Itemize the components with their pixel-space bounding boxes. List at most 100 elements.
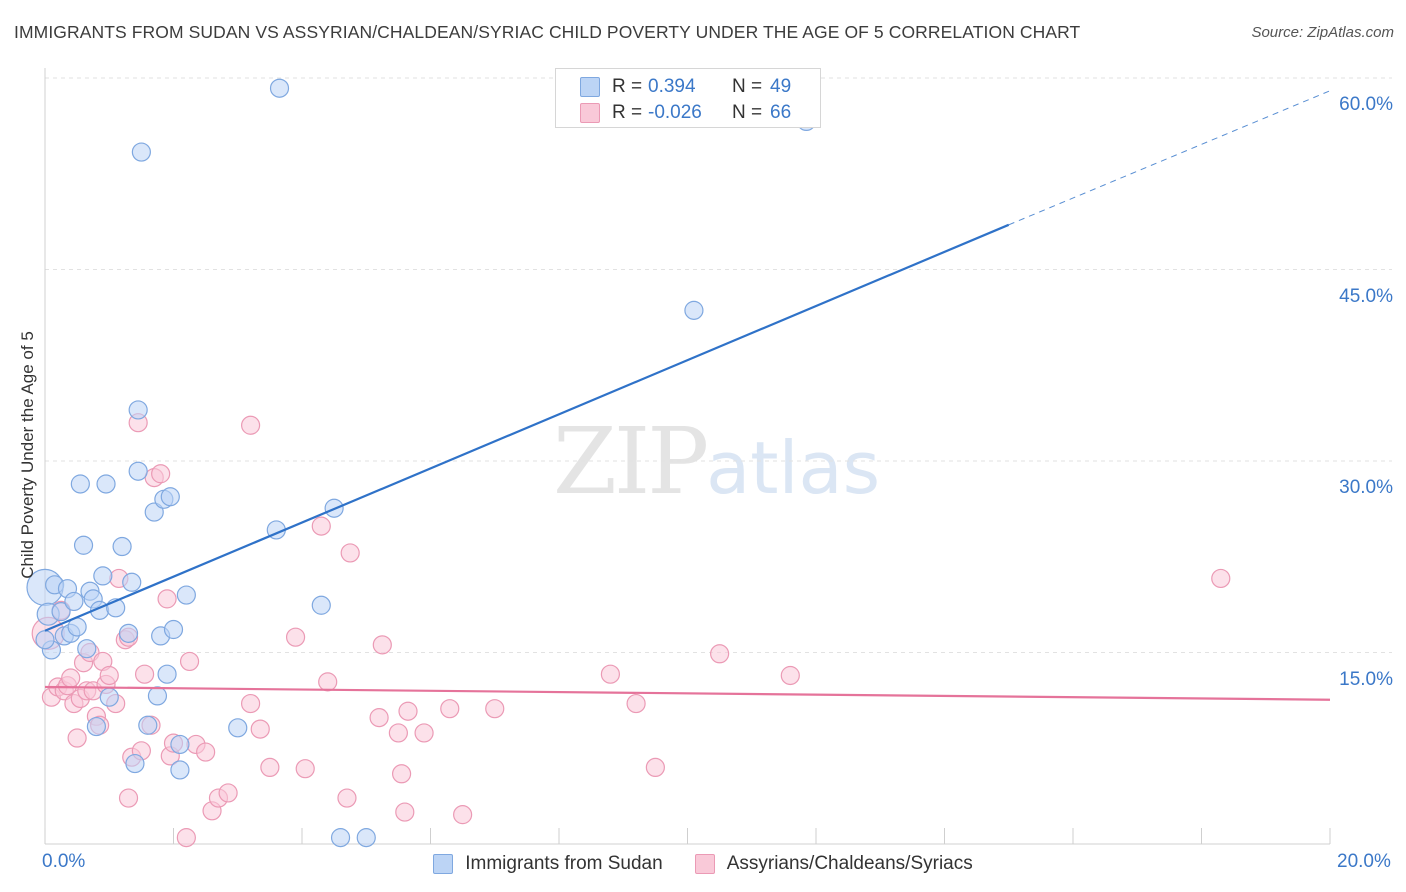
assyrians-point: [337, 788, 357, 808]
sudan-point: [70, 474, 90, 494]
sudan-point: [170, 760, 190, 780]
sudan-point: [176, 585, 196, 605]
legend-r-label: R =: [612, 102, 643, 123]
legend-n-label: N =: [732, 102, 763, 123]
assyrians-point: [388, 723, 408, 743]
assyrians-point: [340, 543, 360, 563]
sudan-trend-extension: [1008, 90, 1331, 226]
legend-item-assyrians: Assyrians/Chaldeans/Syriacs: [694, 853, 973, 875]
assyrians-point: [318, 672, 338, 692]
assyrians-point: [285, 627, 306, 647]
assyrians-point: [151, 464, 171, 484]
assyrians-point: [710, 644, 730, 664]
assyrians-point: [398, 701, 418, 721]
watermark: ZIPatlas: [553, 408, 880, 515]
assyrians-point: [626, 693, 646, 714]
assyrians-point: [1211, 568, 1231, 589]
sudan-point: [170, 734, 190, 755]
sudan-trend-line: [44, 223, 1010, 632]
legend-swatch-blue: [433, 854, 454, 874]
assyrians-point: [645, 757, 665, 778]
legend-n-value: 49: [770, 76, 792, 97]
y-tick-label: 15.0%: [1339, 668, 1393, 690]
sudan-point: [160, 487, 180, 507]
legend-n-value: 66: [770, 102, 792, 123]
legend-item-sudan: Immigrants from Sudan: [433, 853, 663, 875]
assyrians-point: [61, 668, 81, 688]
assyrians-point: [391, 764, 412, 784]
y-tick-label: 45.0%: [1339, 285, 1393, 307]
sudan-point: [96, 474, 116, 494]
assyrians-point: [250, 719, 270, 739]
series-assyrians-points: [31, 413, 1231, 848]
assyrians-point: [241, 415, 261, 435]
assyrians-trend-line: [44, 685, 1331, 701]
legend-swatch-pink: [694, 854, 715, 874]
legend-row-sudan: R = 0.394 N = 49: [580, 75, 791, 99]
sudan-point: [356, 828, 376, 848]
assyrians-point: [196, 742, 216, 762]
sudan-point: [77, 639, 97, 659]
assyrians-point: [157, 589, 177, 609]
legend-swatch-blue: [580, 77, 600, 97]
legend-label-sudan: Immigrants from Sudan: [465, 853, 663, 874]
assyrians-point: [218, 783, 238, 803]
assyrians-point: [311, 516, 331, 536]
assyrians-point: [67, 728, 87, 748]
sudan-point: [138, 715, 158, 735]
assyrians-point: [241, 693, 261, 714]
watermark-atlas: atlas: [706, 426, 881, 510]
assyrians-point: [176, 828, 196, 848]
assyrians-point: [453, 805, 473, 825]
source-credit: Source: ZipAtlas.com: [1251, 24, 1394, 41]
legend-row-assyrians: R = -0.026 N = 66: [580, 101, 791, 125]
y-tick-label: 30.0%: [1339, 477, 1393, 498]
x-tick-label-max: 20.0%: [1337, 851, 1391, 872]
series-sudan-points: [26, 78, 816, 848]
sudan-point: [128, 461, 148, 481]
y-axis-label: Child Poverty Under the Age of 5: [18, 331, 37, 579]
sudan-point: [684, 300, 704, 320]
legend-r-label: R =: [612, 76, 643, 97]
assyrians-point: [485, 699, 505, 719]
sudan-point: [35, 630, 55, 650]
assyrians-point: [295, 759, 315, 779]
correlation-legend: R = 0.394 N = 49 R = -0.026 N = 66: [555, 68, 821, 128]
sudan-point: [118, 623, 139, 643]
legend-label-assyrians: Assyrians/Chaldeans/Syriacs: [726, 853, 973, 874]
sudan-point: [131, 142, 151, 162]
trend-lines: [44, 90, 1331, 701]
sudan-point: [330, 828, 351, 848]
chart-title: IMMIGRANTS FROM SUDAN VS ASSYRIAN/CHALDE…: [14, 22, 1081, 42]
assyrians-point: [414, 723, 434, 743]
sudan-point: [93, 566, 113, 586]
sudan-point: [128, 400, 148, 420]
legend-n-label: N =: [732, 76, 763, 97]
assyrians-point: [99, 665, 119, 686]
sudan-point: [112, 536, 132, 557]
sudan-point: [228, 718, 248, 738]
assyrians-point: [260, 757, 280, 778]
assyrians-point: [600, 664, 621, 684]
sudan-point: [163, 619, 184, 640]
sudan-point: [73, 535, 94, 555]
legend-swatch-pink: [580, 103, 600, 123]
sudan-point: [144, 502, 164, 522]
sudan-point: [51, 602, 71, 622]
assyrians-point: [134, 664, 155, 684]
sudan-point: [122, 572, 142, 592]
assyrians-point: [369, 708, 389, 728]
legend-r-value: -0.026: [648, 102, 702, 123]
sudan-point: [64, 591, 84, 612]
sudan-point: [311, 595, 331, 615]
assyrians-point: [780, 665, 800, 686]
sudan-point: [269, 78, 290, 98]
assyrians-point: [118, 788, 139, 808]
x-tick-label-min: 0.0%: [42, 851, 86, 872]
sudan-point: [147, 686, 168, 706]
sudan-point: [86, 716, 107, 737]
legend-r-value: 0.394: [648, 76, 696, 97]
x-tick-marks: [44, 828, 1331, 844]
assyrians-point: [179, 651, 200, 672]
